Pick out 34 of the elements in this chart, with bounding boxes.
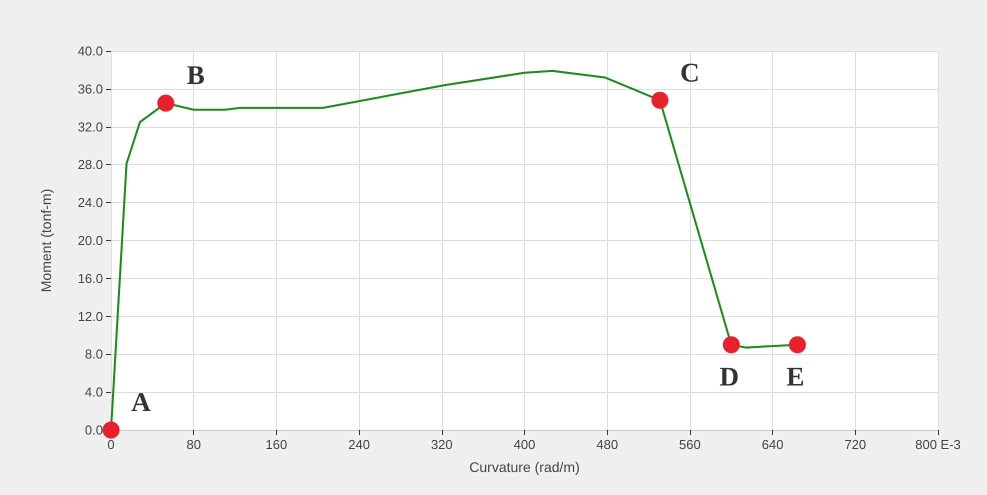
point: [102, 422, 120, 438]
y-tick-label: 36.0: [78, 81, 103, 96]
x-tick-label: 80: [186, 437, 201, 452]
x-tick-label: 160: [266, 437, 288, 452]
x-tick-label: 320: [430, 437, 453, 452]
y-tick-label: 8.0: [84, 346, 103, 362]
annotation: B: [186, 60, 205, 90]
y-tick-label: 32.0: [78, 119, 103, 134]
x-tick-label: 0: [107, 437, 115, 452]
y-tick-label: 20.0: [78, 233, 103, 248]
y-tick-label: 16.0: [78, 270, 103, 286]
point: [788, 336, 806, 354]
annotation: C: [680, 57, 700, 88]
y-tick-label: 12.0: [78, 308, 103, 324]
y-tick-label: 24.0: [78, 195, 103, 210]
y-axis-title: Moment (tonf-m): [38, 188, 54, 292]
x-tick-label: 400: [514, 437, 536, 452]
x-axis-title: Curvature (rad/m): [469, 459, 580, 475]
x-tick-label: 560: [679, 437, 701, 452]
point: [722, 336, 740, 354]
annotation: E: [786, 362, 804, 392]
x-tick-label: 240: [348, 437, 370, 452]
point: [157, 94, 174, 112]
x-tick-label: 800 E-3: [915, 437, 961, 452]
x-tick-label: 640: [762, 437, 784, 452]
annotation: D: [720, 362, 739, 392]
y-tick-label: 0.0: [84, 422, 103, 438]
y-tick-label: 4.0: [84, 384, 103, 400]
y-tick-label: 28.0: [78, 157, 103, 172]
x-tick-label: 720: [844, 437, 866, 452]
x-tick-label: 480: [596, 437, 618, 452]
point: [651, 92, 668, 109]
annotation: A: [131, 387, 152, 417]
y-tick-label: 40.0: [78, 44, 103, 58]
